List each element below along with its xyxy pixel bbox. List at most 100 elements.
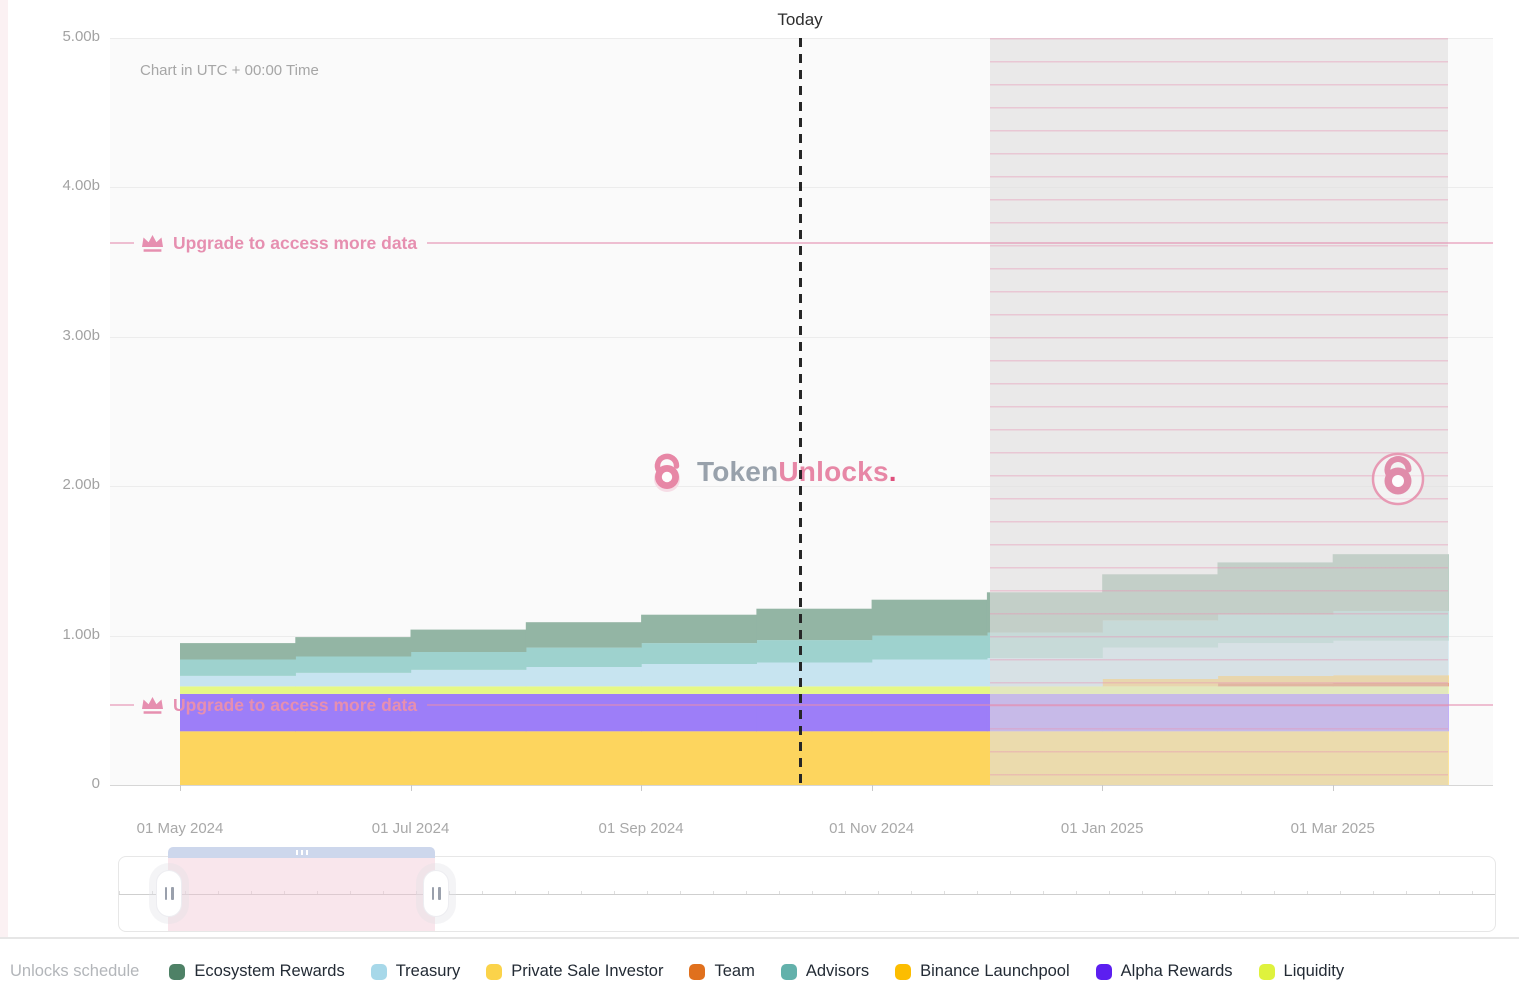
area-segment-treasury — [756, 662, 873, 687]
watermark-dot: . — [888, 456, 897, 487]
range-slider-handle-right[interactable] — [423, 870, 449, 917]
legend: Unlocks schedule Ecosystem Rewards Treasu… — [10, 962, 1515, 981]
area-segment-private-sale-investor — [756, 731, 873, 785]
legend-item-ecosystem-rewards[interactable]: Ecosystem Rewards — [169, 962, 345, 981]
upgrade-line-right — [427, 242, 1493, 244]
x-axis-tick-mark — [410, 785, 412, 791]
crown-icon — [140, 232, 165, 254]
area-segment-treasury — [295, 673, 412, 687]
legend-label: Advisors — [805, 962, 870, 980]
area-segment-treasury — [525, 667, 642, 687]
area-segment-liquidity — [871, 686, 988, 694]
gridline-0 — [110, 785, 1493, 786]
area-segment-treasury — [180, 675, 296, 687]
x-axis-tick-mark — [1332, 785, 1334, 791]
page-left-accent-strip — [0, 0, 8, 938]
locked-data-icon[interactable] — [1370, 450, 1426, 506]
legend-title: Unlocks schedule — [10, 962, 140, 980]
area-segment-liquidity — [525, 686, 642, 694]
area-segment-private-sale-investor — [410, 731, 527, 785]
area-segment-alpha-rewards — [641, 693, 757, 732]
area-segment-private-sale-investor — [641, 731, 757, 785]
area-segment-advisors — [871, 635, 988, 660]
legend-label: Private Sale Investor — [511, 962, 664, 980]
range-slider-track[interactable] — [118, 856, 1496, 932]
legend-swatch — [169, 963, 186, 980]
area-segment-liquidity — [295, 686, 412, 694]
x-axis-tick-label: 01 Nov 2024 — [829, 820, 915, 837]
x-axis-tick-label: 01 Mar 2025 — [1290, 820, 1375, 837]
area-segment-advisors — [641, 643, 757, 664]
x-axis-tick-mark — [1102, 785, 1104, 791]
x-axis-tick-label: 01 Sep 2024 — [598, 820, 684, 837]
area-segment-liquidity — [180, 686, 296, 694]
x-axis-tick-mark — [871, 785, 873, 791]
plot-area: Chart in UTC + 00:00 Time TokenUnlocks. … — [110, 38, 1493, 786]
y-axis-tick-label: 4.00b — [62, 177, 100, 195]
area-segment-treasury — [641, 664, 757, 687]
x-axis-tick-label: 01 Jul 2024 — [371, 820, 450, 837]
y-axis-tick-label: 3.00b — [62, 326, 100, 344]
legend-item-team[interactable]: Team — [689, 962, 755, 981]
upgrade-text[interactable]: Upgrade to access more data — [173, 232, 418, 253]
x-axis-tick-label: 01 May 2024 — [136, 820, 224, 837]
area-segment-alpha-rewards — [295, 693, 412, 732]
legend-label: Ecosystem Rewards — [194, 962, 345, 980]
area-segment-treasury — [871, 659, 988, 687]
unlock-icon — [654, 453, 680, 492]
today-marker-line — [799, 38, 802, 785]
y-axis-tick-label: 0 — [91, 775, 100, 792]
unlock-schedule-chart: Today Chart in UTC + 00:00 Time TokenUnl… — [62, 10, 1493, 837]
y-axis-tick-label: 1.00b — [62, 625, 100, 643]
utc-note: Chart in UTC + 00:00 Time — [140, 62, 319, 79]
area-segment-ecosystem-rewards — [871, 599, 988, 636]
area-segment-private-sale-investor — [295, 731, 412, 785]
legend-label: Alpha Rewards — [1120, 962, 1233, 980]
area-segment-ecosystem-rewards — [641, 614, 757, 644]
legend-item-alpha-rewards[interactable]: Alpha Rewards — [1095, 962, 1233, 981]
watermark-token: Token — [697, 456, 779, 487]
legend-item-liquidity[interactable]: Liquidity — [1258, 962, 1345, 981]
legend-item-treasury[interactable]: Treasury — [370, 962, 461, 981]
upgrade-line-left — [110, 704, 134, 706]
divider — [0, 937, 1519, 939]
legend-swatch — [370, 963, 387, 980]
upgrade-line-right — [427, 704, 1493, 706]
area-segment-advisors — [410, 652, 527, 670]
legend-item-advisors[interactable]: Advisors — [780, 962, 870, 981]
area-segment-private-sale-investor — [180, 731, 296, 785]
area-segment-liquidity — [756, 686, 873, 694]
area-segment-liquidity — [410, 686, 527, 694]
range-slider-drag-bar[interactable] — [168, 847, 435, 858]
range-slider-selection[interactable] — [168, 857, 435, 931]
legend-items: Ecosystem Rewards Treasury Private Sale In… — [169, 962, 1370, 981]
legend-label: Treasury — [395, 962, 461, 980]
legend-item-private-sale-investor[interactable]: Private Sale Investor — [486, 962, 663, 981]
x-axis-tick-mark — [180, 785, 181, 791]
today-label: Today — [777, 10, 823, 29]
crown-icon — [140, 694, 165, 716]
watermark-text: TokenUnlocks. — [697, 456, 897, 488]
area-segment-advisors — [756, 640, 873, 663]
area-segment-advisors — [180, 659, 296, 676]
x-axis-tick-mark — [641, 785, 643, 791]
watermark-unlocks: Unlocks — [778, 456, 889, 487]
area-segment-alpha-rewards — [180, 693, 296, 732]
legend-swatch — [895, 963, 912, 980]
area-segment-ecosystem-rewards — [410, 629, 527, 652]
legend-swatch — [1095, 963, 1112, 980]
area-segment-alpha-rewards — [410, 693, 527, 732]
range-slider-handle-left[interactable] — [156, 870, 182, 917]
upgrade-text[interactable]: Upgrade to access more data — [173, 694, 418, 715]
area-segment-ecosystem-rewards — [180, 643, 296, 660]
area-segment-private-sale-investor — [871, 731, 988, 785]
area-segment-alpha-rewards — [756, 693, 873, 732]
upgrade-banner-bottom[interactable]: Upgrade to access more data — [110, 694, 1493, 716]
x-axis-tick-label: 01 Jan 2025 — [1060, 820, 1144, 837]
legend-label: Binance Launchpool — [920, 962, 1070, 980]
legend-label: Liquidity — [1283, 962, 1345, 980]
legend-item-binance-launchpool[interactable]: Binance Launchpool — [895, 962, 1070, 981]
upgrade-line-left — [110, 242, 134, 244]
upgrade-banner-top[interactable]: Upgrade to access more data — [110, 232, 1493, 254]
legend-label: Team — [714, 962, 755, 980]
